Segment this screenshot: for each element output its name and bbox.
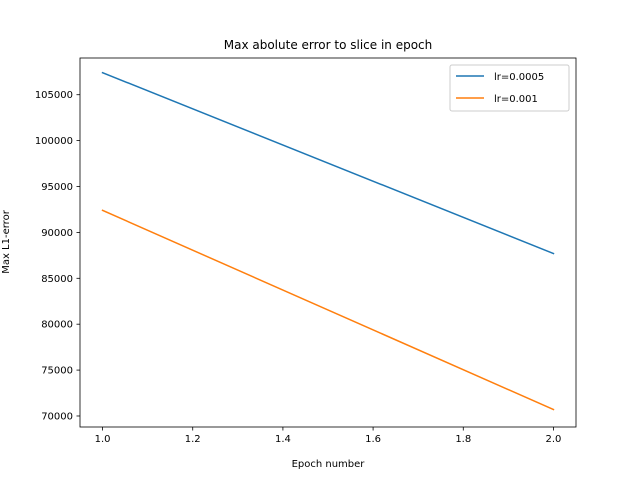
x-tick-label: 1.0 [95,434,111,445]
plot-frame [79,57,577,428]
series-layer [101,71,555,411]
y-axis-ticks: 70000 75000 80000 85000 90000 95000 100000 1050… [35,90,80,422]
y-tick-label: 95000 [41,182,73,193]
series-line-1 [101,71,555,255]
x-tick-label: 2.0 [546,434,562,445]
x-tick-label: 1.8 [455,434,471,445]
x-axis-ticks: 1.0 1.2 1.4 1.6 1.8 2.0 [95,427,562,445]
legend-label-1: lr=0.0005 [494,72,544,83]
y-tick-label: 105000 [35,90,73,101]
y-tick-label: 100000 [35,136,73,147]
x-axis-label: Epoch number [292,459,366,470]
series-line-2 [101,209,555,411]
x-tick-label: 1.6 [365,434,381,445]
y-tick-label: 70000 [41,411,73,422]
y-tick-label: 90000 [41,228,73,239]
legend-entries: lr=0.0005 lr=0.001 [456,72,544,105]
legend: lr=0.0005 lr=0.001 [449,64,570,112]
y-tick-label: 75000 [41,366,73,377]
x-tick-label: 1.2 [185,434,201,445]
chart-title: Max abolute error to slice in epoch [224,38,433,52]
x-tick-label: 1.4 [275,434,291,445]
legend-label-2: lr=0.001 [494,94,538,105]
y-axis-label: Max L1-error [1,209,12,273]
y-tick-label: 80000 [41,320,73,331]
y-tick-label: 85000 [41,274,73,285]
